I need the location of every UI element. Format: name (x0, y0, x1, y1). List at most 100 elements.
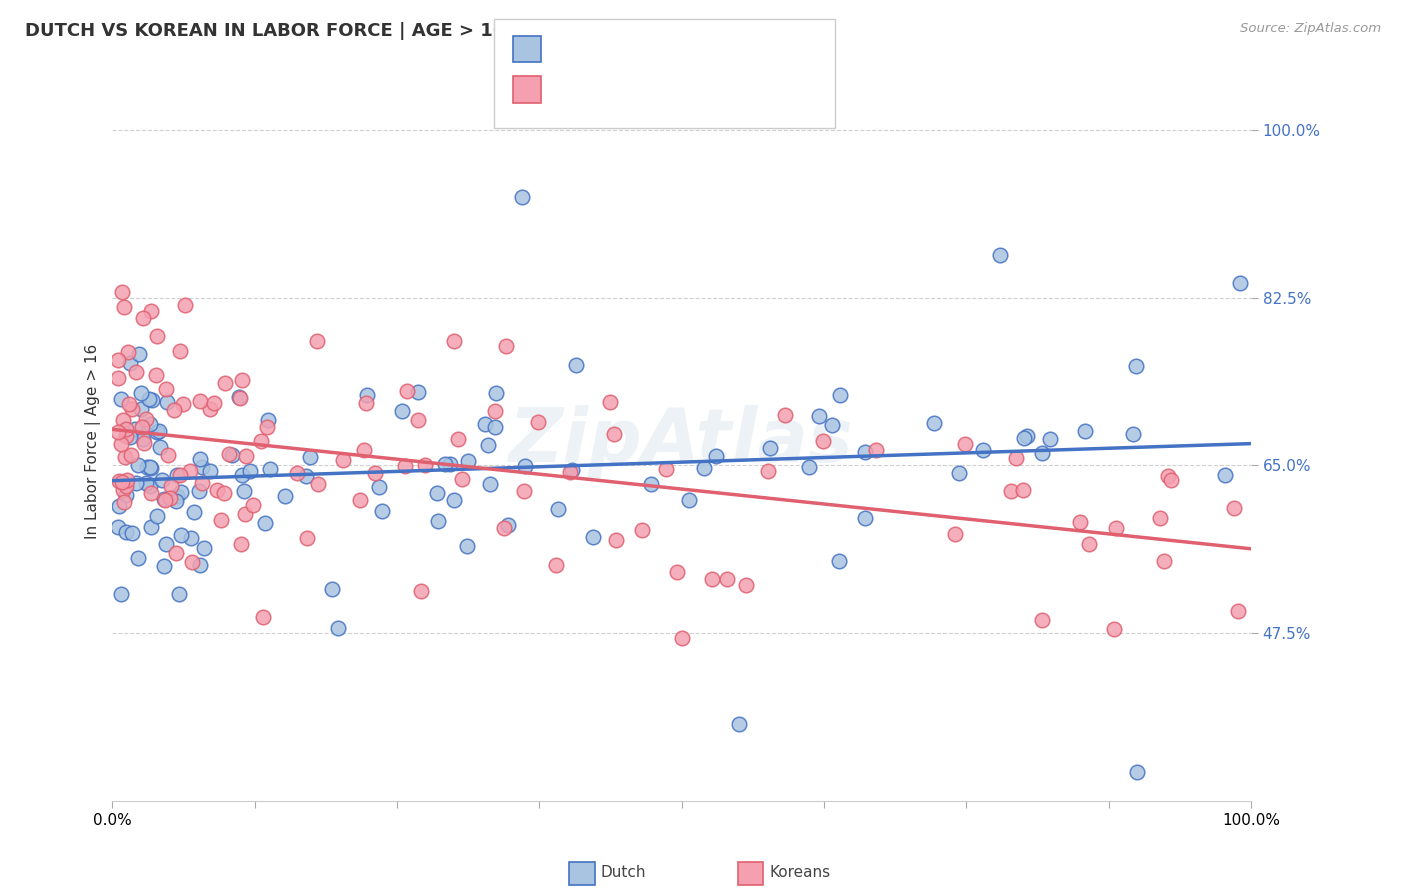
Point (605, 533, 627, 548)
Point (188, 558, 211, 572)
Point (114, 525, 136, 540)
Point (443, 334, 465, 348)
Point (200, 464, 222, 478)
Point (396, 384, 419, 398)
Text: Koreans: Koreans (769, 865, 830, 880)
Point (173, 298, 195, 312)
Point (1153, 554, 1175, 568)
Point (235, 449, 257, 463)
Point (249, 434, 271, 448)
Point (495, 339, 517, 353)
Point (828, 553, 851, 567)
Point (1005, 451, 1028, 466)
Point (131, 419, 153, 434)
Point (160, 479, 183, 493)
Point (193, 541, 215, 555)
Text: Source: ZipAtlas.com: Source: ZipAtlas.com (1240, 22, 1381, 36)
Point (166, 468, 188, 483)
Point (1149, 511, 1171, 525)
Point (1223, 500, 1246, 515)
Point (1104, 622, 1126, 636)
Text: N =: N = (654, 80, 703, 98)
Point (170, 528, 193, 542)
Point (924, 416, 946, 430)
Point (655, 462, 678, 476)
Point (145, 368, 167, 382)
Point (115, 473, 138, 487)
Point (127, 458, 149, 472)
Point (433, 457, 456, 471)
Point (704, 450, 727, 464)
Point (183, 505, 205, 519)
Point (447, 433, 470, 447)
Point (107, 353, 129, 368)
Point (1105, 521, 1128, 535)
Point (394, 458, 416, 473)
Point (136, 459, 159, 474)
Point (114, 450, 136, 464)
Point (139, 460, 162, 475)
Point (353, 442, 375, 457)
Text: N =: N = (648, 40, 697, 58)
Point (132, 311, 155, 326)
Point (124, 422, 146, 436)
Point (582, 530, 605, 544)
Point (152, 473, 174, 487)
Point (256, 419, 278, 434)
Point (108, 475, 131, 489)
Point (391, 404, 413, 418)
Point (484, 420, 506, 434)
Point (179, 465, 201, 479)
Point (146, 509, 169, 524)
Point (188, 393, 211, 408)
Point (485, 385, 508, 400)
Point (865, 443, 887, 458)
Point (332, 453, 354, 467)
Point (107, 371, 129, 385)
Point (112, 495, 135, 509)
Point (141, 486, 163, 500)
Point (758, 464, 780, 478)
Point (321, 582, 343, 596)
Point (307, 477, 329, 491)
Point (364, 466, 387, 480)
Point (484, 404, 506, 418)
Point (121, 526, 143, 541)
Point (510, 190, 533, 204)
Point (163, 402, 186, 417)
Point (349, 493, 371, 508)
Point (1126, 765, 1149, 780)
Point (259, 462, 281, 476)
Point (368, 479, 391, 493)
Point (734, 578, 756, 592)
Point (298, 450, 321, 465)
Point (1160, 473, 1182, 487)
Point (118, 356, 141, 370)
Point (565, 358, 588, 372)
Point (239, 464, 262, 478)
Point (233, 507, 256, 521)
Point (1157, 468, 1180, 483)
Point (135, 412, 157, 426)
Point (603, 426, 626, 441)
Point (115, 488, 138, 502)
Point (180, 555, 202, 569)
Point (114, 422, 136, 436)
Point (474, 417, 496, 431)
Point (972, 442, 994, 457)
Point (141, 303, 163, 318)
Point (797, 460, 820, 475)
Point (297, 531, 319, 545)
Point (155, 382, 177, 396)
Point (121, 402, 143, 417)
Point (443, 492, 465, 507)
Point (727, 717, 749, 731)
Point (1229, 277, 1251, 291)
Point (257, 413, 280, 427)
Point (693, 461, 716, 475)
Point (295, 469, 318, 483)
Point (285, 466, 308, 480)
Point (159, 491, 181, 505)
Point (165, 494, 187, 508)
Point (111, 285, 134, 300)
